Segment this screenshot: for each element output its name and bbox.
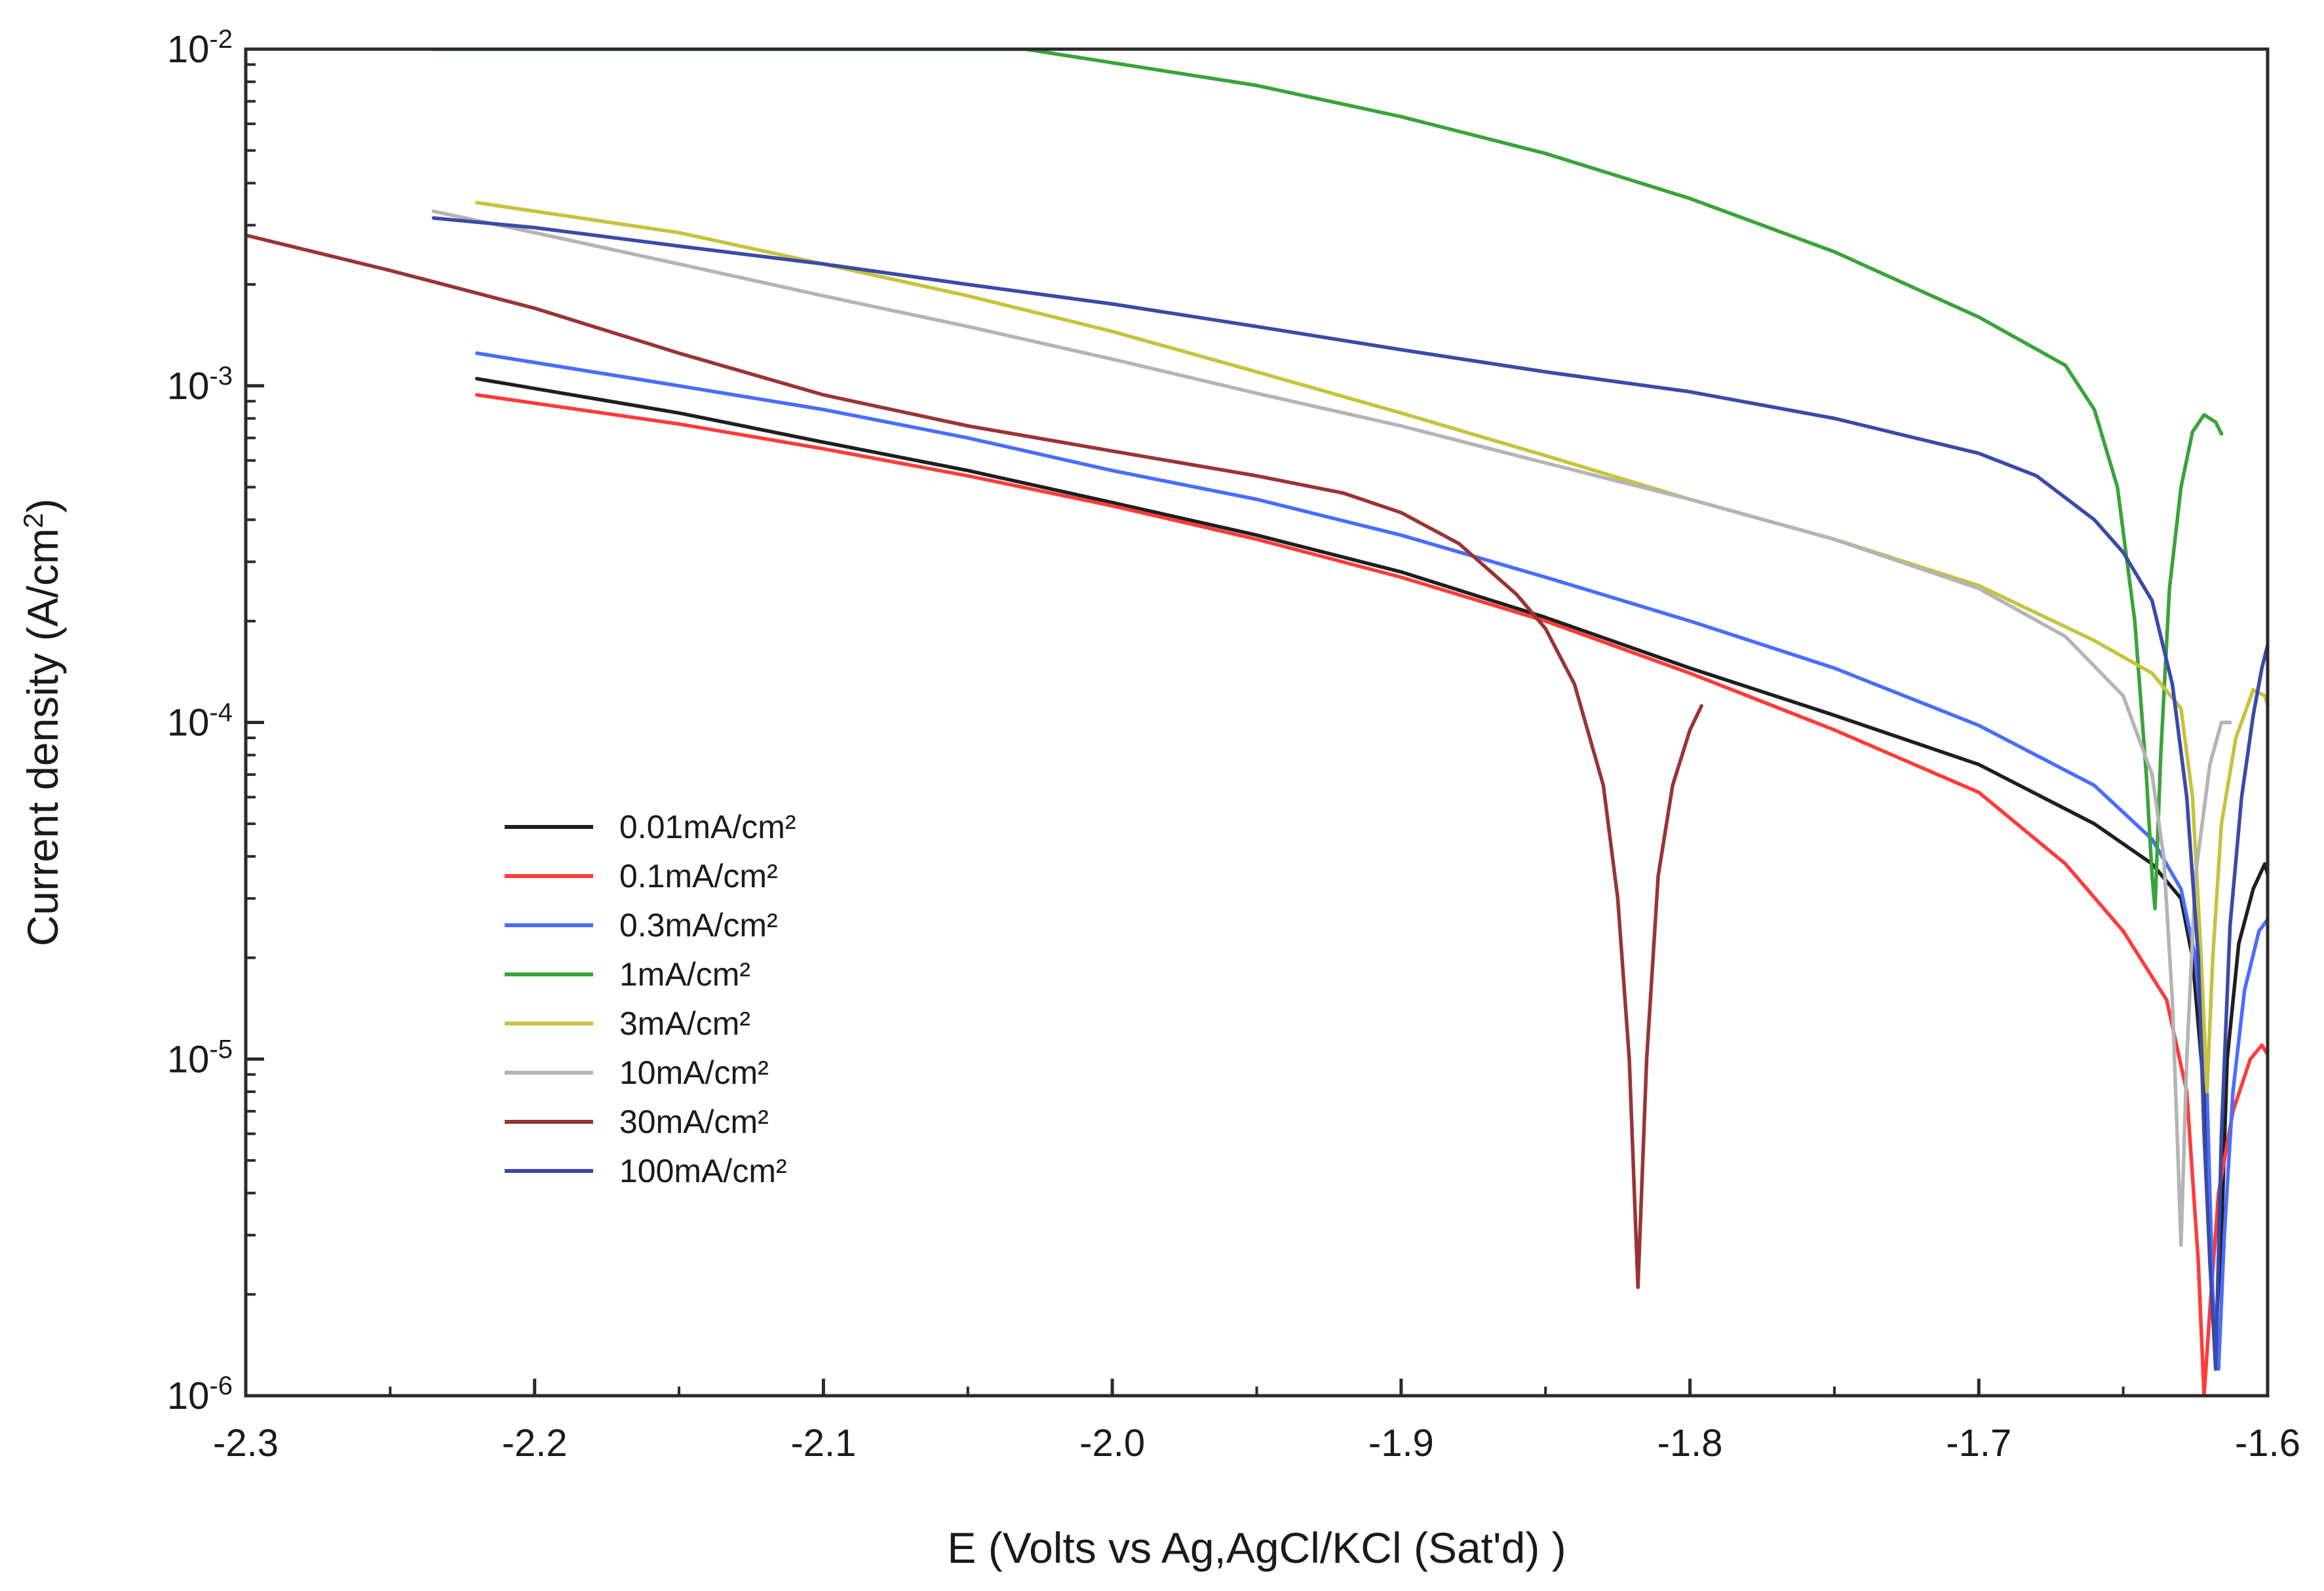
x-tick-label: -2.3 (213, 1422, 279, 1465)
legend-label-2: 0.1mA/cm² (619, 858, 778, 894)
series-line-3 (474, 351, 2268, 1371)
legend-label-4: 1mA/cm² (619, 956, 750, 993)
y-axis-title-main: Current density (A/cm (18, 528, 67, 946)
legend-label-7: 30mA/cm² (619, 1103, 769, 1140)
y-tick-label: 10-2 (167, 25, 233, 71)
y-axis-title-end: ) (18, 499, 67, 513)
y-axis-title: Current density (A/cm2) (18, 499, 68, 947)
x-tick-label: -1.8 (1657, 1422, 1723, 1465)
legend-label-6: 10mA/cm² (619, 1054, 769, 1091)
series-line-4 (431, 49, 2224, 911)
x-tick-label: -2.1 (790, 1422, 856, 1465)
series-layer (246, 49, 2268, 1396)
x-axis-ticks: -2.3 -2.2 -2.1 -2.0 -1.9 -1.8 -1.7 -1.6 (213, 1379, 2300, 1465)
legend-label-5: 3mA/cm² (619, 1005, 750, 1042)
series-line-6 (431, 209, 2232, 1248)
series-line-2 (474, 393, 2268, 1396)
y-tick-label: 10-6 (167, 1371, 233, 1417)
series-line-8 (431, 216, 2268, 1371)
plot-frame (244, 47, 2270, 1398)
legend-label-3: 0.3mA/cm² (619, 907, 778, 944)
x-tick-label: -2.2 (502, 1422, 568, 1465)
legend-label-8: 100mA/cm² (619, 1153, 787, 1189)
y-tick-label: 10-5 (167, 1035, 233, 1081)
x-tick-label: -1.9 (1368, 1422, 1434, 1465)
x-tick-label: -1.6 (2235, 1422, 2300, 1465)
y-axis-ticks: 10-2 10-3 10-4 10-5 10-6 (167, 25, 264, 1417)
legend-label-1: 0.01mA/cm² (619, 809, 796, 845)
y-tick-label: 10-4 (167, 699, 233, 744)
x-axis-title: E (Volts vs Ag,AgCl/KCl (Sat'd) ) (947, 1524, 1566, 1572)
x-tick-label: -1.7 (1946, 1422, 2011, 1465)
series-line-1 (474, 377, 2268, 1339)
x-tick-label: -2.0 (1079, 1422, 1145, 1465)
series-line-5 (474, 201, 2268, 1094)
legend: 0.01mA/cm² 0.1mA/cm² 0.3mA/cm² 1mA/cm² 3mA/c… (505, 809, 796, 1189)
series-line-7 (246, 233, 1703, 1290)
y-tick-label: 10-3 (167, 362, 233, 408)
y-axis-title-sup: 2 (18, 513, 48, 528)
